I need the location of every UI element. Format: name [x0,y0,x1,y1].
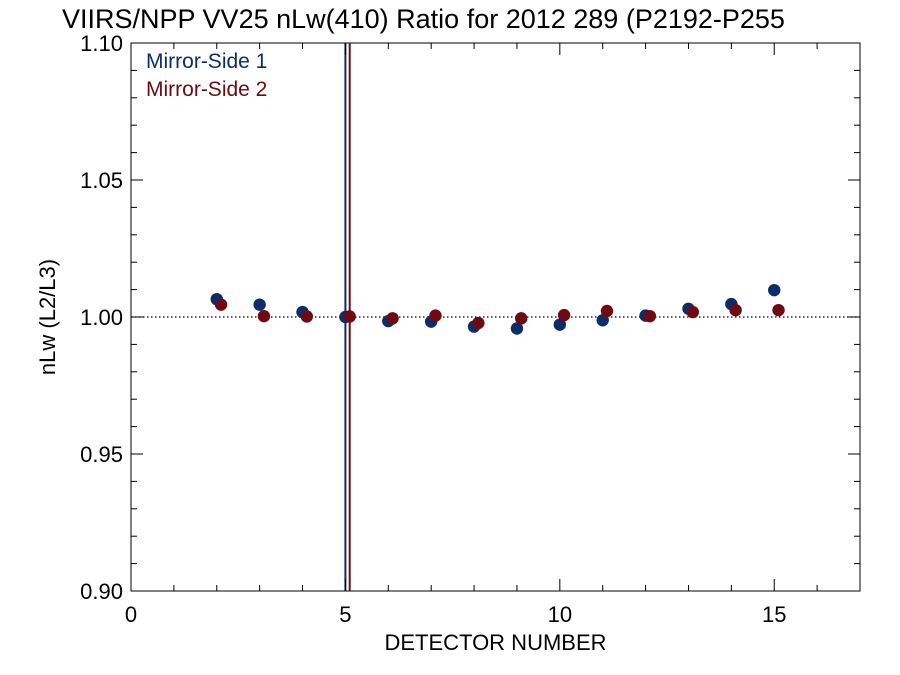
data-point-series-2 [772,303,785,317]
data-point-series-1 [768,283,781,297]
data-point-series-2 [729,303,742,317]
x-axis-label: DETECTOR NUMBER [384,630,606,655]
y-tick-label: 1.10 [80,31,123,56]
data-point-series-2 [214,298,228,311]
data-point-series-1 [510,322,524,335]
legend-entry-mirror-side-2: Mirror-Side 2 [146,78,267,101]
x-tick-label: 5 [339,602,351,627]
x-tick-label: 15 [762,602,786,627]
y-tick-label: 1.05 [80,168,123,193]
data-point-series-2 [343,310,356,323]
data-point-series-2 [643,309,657,323]
data-point-series-2 [386,312,399,325]
data-point-series-2 [429,309,442,322]
data-point-series-2 [600,304,614,318]
data-point-series-2 [557,308,571,322]
y-tick-label: 0.90 [80,579,123,604]
y-axis-label: nLw (L2/L3) [35,259,60,375]
data-point-series-2 [515,312,528,325]
legend: Mirror-Side 1 Mirror-Side 2 [146,50,267,101]
chart-title: VIIRS/NPP VV25 nLw(410) Ratio for 2012 2… [62,4,785,34]
y-tick-label: 0.95 [80,442,123,467]
data-point-series-2 [686,305,699,319]
minor-ticks [131,43,860,591]
data-points [210,283,785,335]
x-tick-label: 10 [548,602,572,627]
plot-area [130,42,861,592]
data-point-series-1 [253,298,266,311]
y-tick-label: 1.00 [80,305,123,330]
data-point-series-1 [596,314,609,327]
legend-entry-mirror-side-1: Mirror-Side 1 [146,50,267,73]
y-axis-ticks: 0.90 0.95 1.00 1.05 1.10 [80,31,860,604]
data-point-series-2 [300,310,314,323]
x-tick-label: 0 [125,602,137,627]
data-point-series-2 [472,316,485,330]
data-point-series-2 [257,309,271,323]
data-point-series-1 [553,318,567,331]
x-axis-ticks: 0 5 10 15 [125,43,786,627]
